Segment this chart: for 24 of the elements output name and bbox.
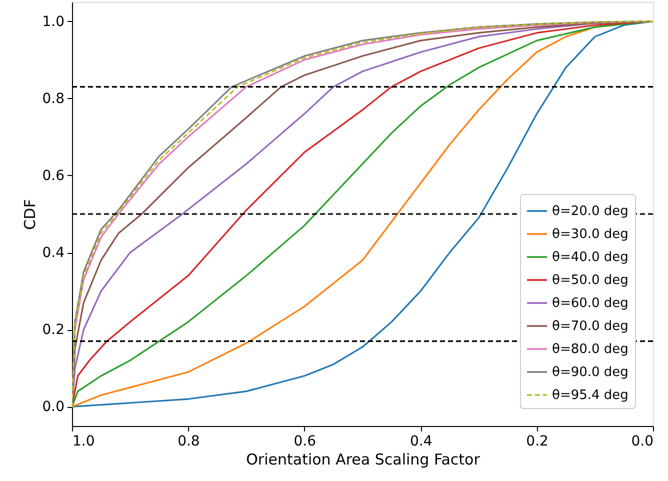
legend-label: θ=95.4 deg [552, 388, 628, 403]
y-axis-title: CDF [21, 199, 40, 230]
y-tick-label: 0.2 [42, 322, 64, 338]
legend-label: θ=40.0 deg [552, 250, 628, 265]
y-tick-label: 0.8 [42, 90, 64, 107]
legend-label: θ=80.0 deg [552, 342, 628, 357]
legend-label: θ=30.0 deg [552, 227, 628, 242]
legend-label: θ=90.0 deg [552, 365, 628, 380]
y-tick-label: 0.6 [42, 168, 65, 184]
line-series [72, 20, 653, 408]
x-tick-label: 0.0 [631, 434, 654, 450]
legend-label: θ=60.0 deg [552, 296, 628, 311]
x-tick-label: 0.8 [178, 434, 200, 450]
legend-label: θ=20.0 deg [552, 204, 628, 219]
legend-label: θ=70.0 deg [552, 319, 628, 334]
x-tick-label: 0.2 [526, 434, 548, 450]
y-tick-label: 0.4 [42, 245, 65, 262]
y-tick-label: 0.0 [42, 399, 64, 416]
y-tick-label: 1.0 [42, 14, 64, 30]
x-tick-label: 0.6 [294, 434, 316, 450]
x-tick-label: 0.4 [410, 434, 432, 450]
x-tick-label: 1.0 [72, 434, 95, 450]
x-axis-title: Orientation Area Scaling Factor [246, 450, 481, 468]
legend-label: θ=50.0 deg [552, 273, 628, 288]
